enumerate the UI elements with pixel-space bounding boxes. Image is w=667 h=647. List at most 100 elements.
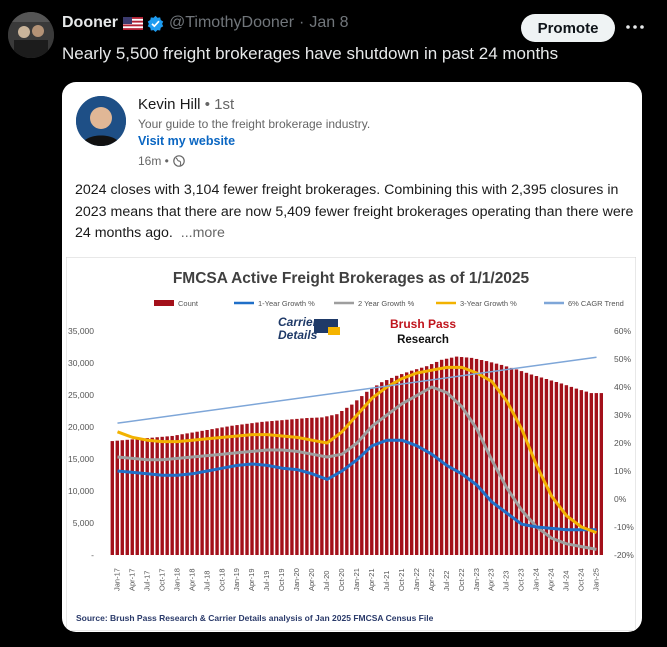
count-bar: [454, 356, 469, 555]
y-left-tick-label: 10,000: [68, 486, 94, 496]
x-tick-label: Oct-17: [157, 568, 166, 591]
y-left-tick-label: 30,000: [68, 358, 94, 368]
tweet-text: Nearly 5,500 freight brokerages have shu…: [62, 44, 559, 63]
count-bar-segment: [424, 366, 429, 555]
count-bar: [275, 419, 289, 555]
legend-item: 6% CAGR Trend: [544, 299, 624, 308]
count-bar-segment: [125, 439, 129, 555]
x-tick-label: Apr-22: [427, 568, 436, 591]
avatar-image: [8, 12, 54, 58]
x-tick-label: Apr-19: [247, 568, 256, 591]
post-body: 2024 closes with 3,104 fewer freight bro…: [75, 180, 635, 245]
count-bar-segment: [325, 416, 329, 555]
y-right-tick-label: 30%: [614, 410, 631, 420]
count-bar-segment: [544, 379, 549, 555]
tweet-header: Dooner @TimothyDooner · Jan 8: [62, 14, 349, 32]
count-bar-segment: [439, 359, 444, 555]
count-bar: [230, 424, 244, 555]
x-tick-label: Apr-20: [307, 568, 316, 591]
count-bar-segment: [240, 424, 244, 555]
count-bar: [185, 431, 199, 555]
see-more-link[interactable]: ...more: [180, 225, 225, 241]
one-year-growth-line: [117, 438, 597, 532]
count-bar-segment: [444, 358, 449, 555]
count-bar: [544, 379, 559, 555]
count-bar-segment: [190, 432, 194, 555]
x-tick-label: Oct-19: [277, 568, 286, 591]
count-bar: [140, 437, 154, 555]
count-bar-segment: [419, 367, 424, 555]
y-right-tick-label: -10%: [614, 522, 634, 532]
display-name[interactable]: Dooner: [62, 14, 118, 31]
y-left-tick-label: 5,000: [73, 518, 95, 528]
count-bar-segment: [120, 440, 124, 555]
legend-label: Count: [178, 299, 199, 308]
count-bar-segment: [225, 426, 229, 555]
x-tick-label: Oct-20: [337, 568, 346, 591]
chart-image[interactable]: FMCSA Active Freight Brokerages as of 1/…: [65, 256, 637, 632]
count-bar-segment: [115, 440, 119, 555]
count-bar: [200, 429, 214, 555]
count-bar: [380, 377, 394, 555]
count-bar-segment: [350, 404, 354, 555]
count-bar-segment: [285, 419, 289, 555]
left-y-axis: 35,000 30,000 25,000 20,000 15,000 10,000 5,00…: [68, 326, 94, 560]
post-time-text: 16m •: [138, 154, 169, 168]
count-bar-segment: [579, 390, 584, 555]
count-bar-segment: [524, 372, 529, 555]
count-bar-segment: [180, 434, 184, 555]
more-options-button[interactable]: [623, 16, 647, 38]
x-tick-label: Jan-18: [172, 568, 181, 591]
count-bar: [125, 438, 139, 555]
count-bar-segment: [265, 421, 269, 555]
count-bar-segment: [185, 433, 189, 555]
handle[interactable]: @TimothyDooner: [169, 14, 295, 31]
promote-button[interactable]: Promote: [521, 14, 615, 42]
count-bar-segment: [414, 369, 419, 555]
count-bar-segment: [594, 393, 599, 555]
post-author-avatar[interactable]: [76, 96, 126, 146]
y-left-tick-label: 15,000: [68, 454, 94, 464]
count-bar: [439, 357, 454, 555]
count-bar-segment: [305, 418, 309, 555]
count-bar: [110, 440, 124, 555]
x-tick-label: Jan-20: [292, 568, 301, 591]
count-bar: [589, 393, 603, 555]
count-bar-segment: [165, 436, 169, 555]
count-bar-segment: [464, 357, 469, 555]
y-right-tick-label: -20%: [614, 550, 634, 560]
count-bar-segment: [504, 366, 509, 555]
x-tick-label: Oct-18: [217, 568, 226, 591]
legend-item: 1-Year Growth %: [234, 299, 315, 308]
count-bar-segment: [330, 415, 334, 555]
count-bar-segment: [260, 421, 264, 555]
x-tick-label: Apr-23: [487, 568, 496, 591]
count-bar-segment: [539, 377, 544, 555]
carrier-details-logo: Carrier Details: [278, 315, 340, 342]
count-bar: [469, 357, 484, 555]
logo-details-text: Details: [278, 328, 318, 342]
count-bar-segment: [519, 371, 524, 555]
x-tick-label: Jul-17: [142, 571, 151, 591]
count-bar-segment: [390, 377, 394, 555]
embedded-post-card[interactable]: Kevin Hill • 1st Your guide to the freig…: [62, 82, 642, 632]
count-bar-segment: [569, 386, 574, 555]
count-bar: [290, 418, 304, 555]
y-right-tick-label: 20%: [614, 438, 631, 448]
visit-website-link[interactable]: Visit my website: [138, 134, 236, 148]
tweet-date[interactable]: Jan 8: [309, 14, 349, 31]
count-bar-segment: [409, 370, 414, 555]
count-bar-segment: [499, 364, 504, 555]
two-year-growth-line: [117, 385, 597, 551]
count-bar-segment: [360, 396, 364, 555]
x-tick-label: Apr-17: [127, 568, 136, 591]
post-author-name[interactable]: Kevin Hill: [138, 96, 201, 113]
count-bar-segment: [295, 418, 299, 555]
count-bar-segment: [375, 385, 379, 555]
count-bar: [260, 421, 274, 555]
count-bar-segment: [135, 438, 139, 555]
count-bar-segment: [270, 421, 274, 555]
author-avatar[interactable]: [8, 12, 54, 58]
x-tick-label: Oct-24: [577, 568, 586, 591]
count-bar-segment: [175, 435, 179, 555]
